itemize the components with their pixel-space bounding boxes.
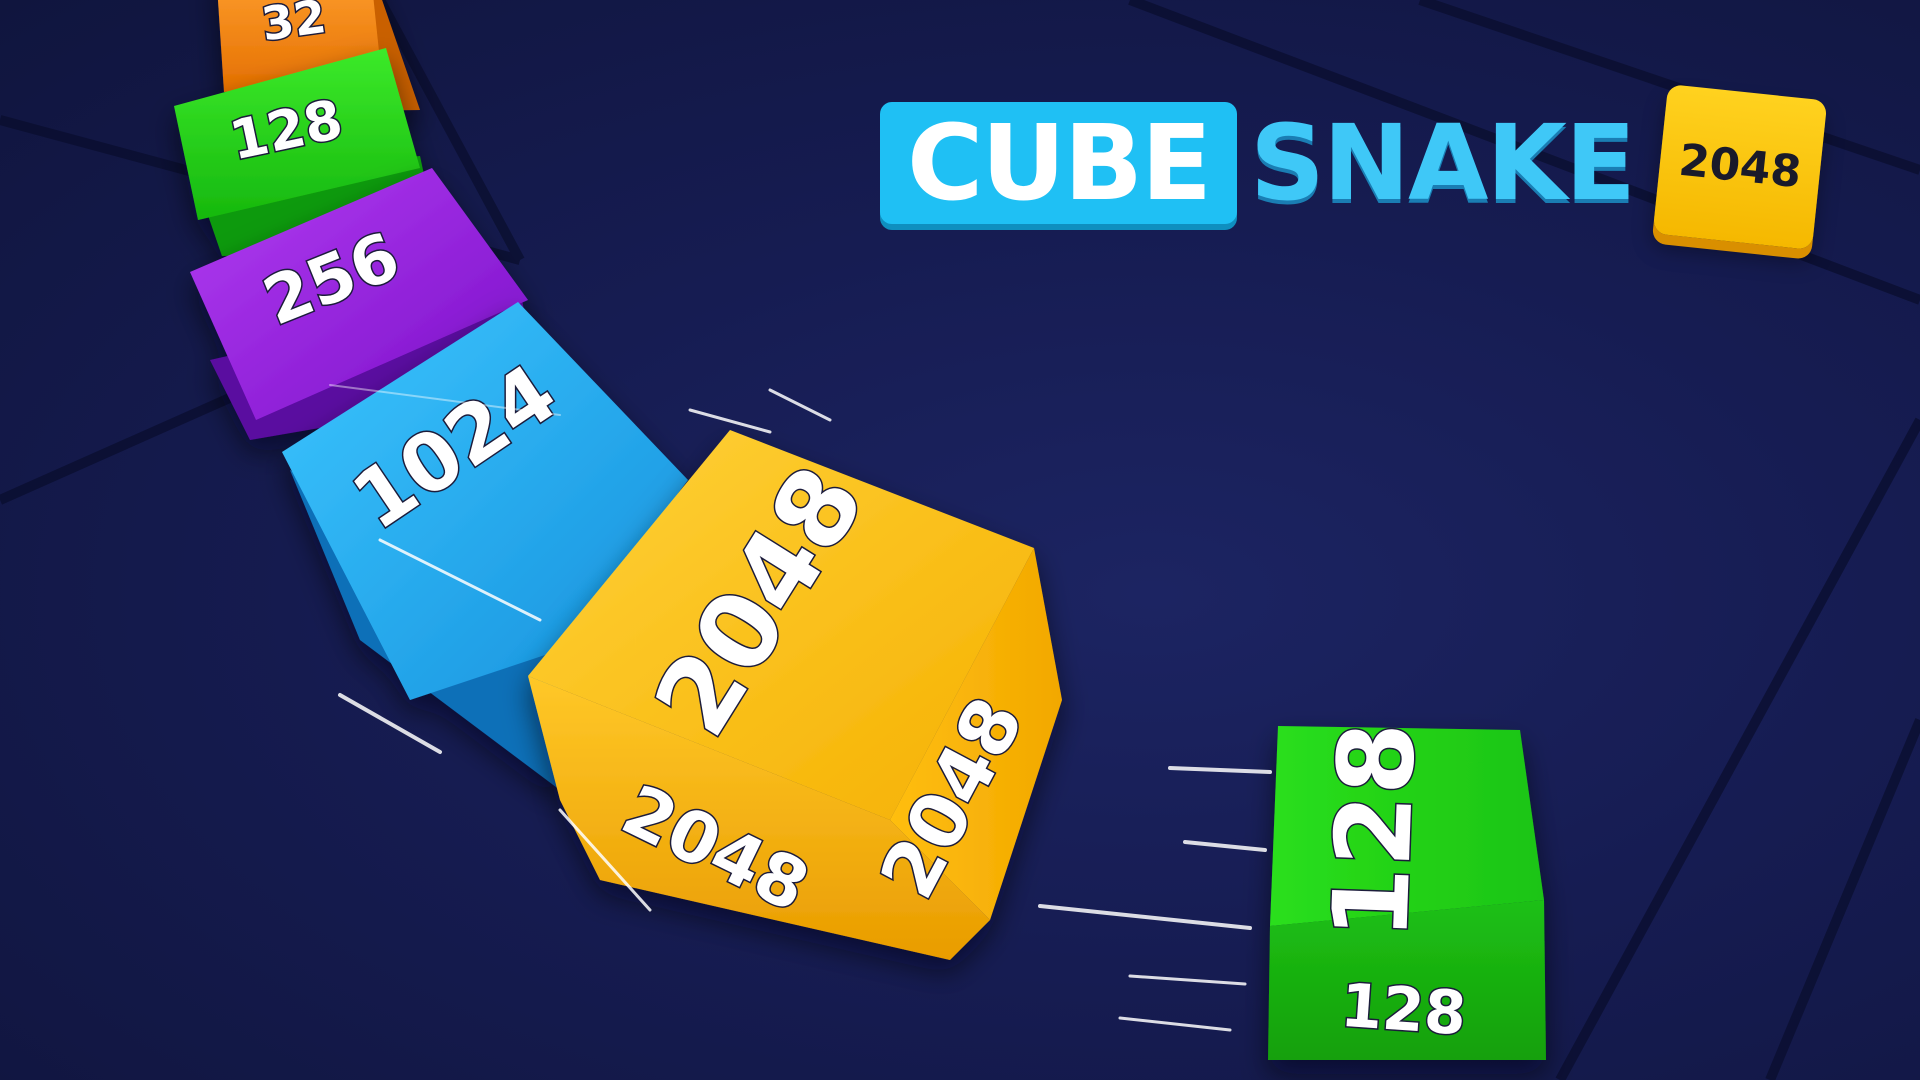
cube-256: 256: [190, 168, 540, 440]
game-title: CUBE SNAKE 2048: [880, 84, 1840, 250]
speed-line: [338, 693, 442, 754]
speed-line: [688, 408, 772, 434]
speed-line: [1183, 840, 1267, 852]
grid-line: [1555, 417, 1920, 1080]
grid-line: [1418, 0, 1920, 175]
cube-128-loose[interactable]: 128 128: [1268, 719, 1546, 1060]
speed-line: [1038, 904, 1252, 930]
title-cube-box: CUBE: [880, 102, 1237, 224]
title-snake-text: SNAKE: [1250, 102, 1636, 224]
grid-line: [1765, 718, 1920, 1080]
speed-lines-loose: [1038, 766, 1272, 1032]
cube-128-face-label: 128: [1309, 720, 1439, 941]
grid-line: [0, 375, 273, 505]
speed-lines-snake: [329, 384, 832, 912]
speed-line: [1118, 1016, 1232, 1032]
speed-line: [329, 384, 561, 416]
speed-line: [1168, 766, 1272, 774]
speed-line: [1128, 974, 1247, 986]
grid-line: [375, 0, 525, 263]
cube-32-label: 32: [258, 0, 329, 51]
speed-line: [768, 388, 832, 422]
grid-line: [1128, 0, 1920, 305]
speed-line: [558, 808, 652, 912]
cube-128-bottom-label: 128: [1338, 971, 1468, 1050]
title-cube-text: CUBE: [906, 102, 1212, 224]
speed-line: [378, 538, 542, 622]
